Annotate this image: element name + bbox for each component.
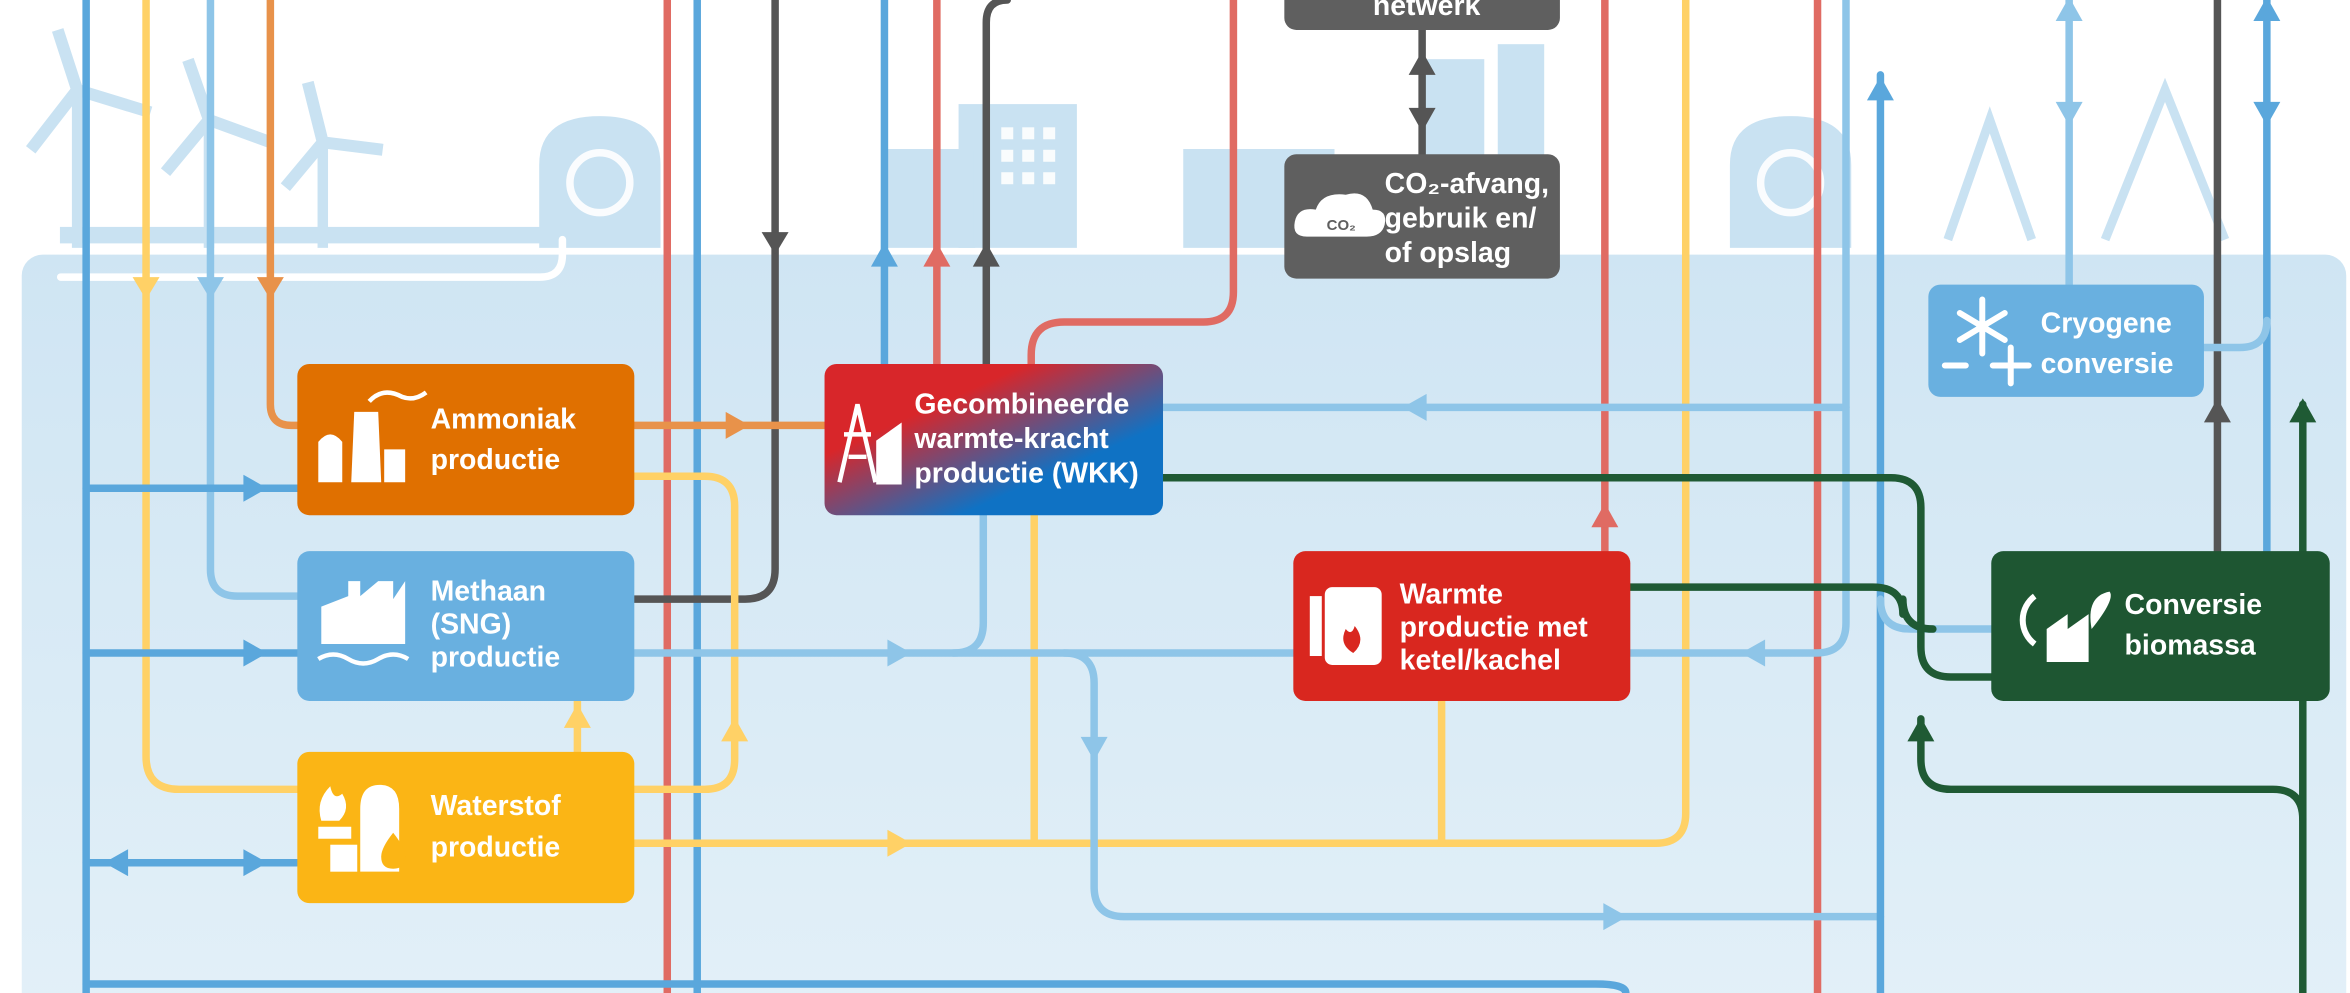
node-label: biomassa bbox=[2125, 630, 2256, 662]
skyline bbox=[31, 30, 2225, 247]
node-label: productie bbox=[431, 444, 561, 476]
icon-label: CO₂ bbox=[1327, 217, 1356, 234]
node-label: Ammoniak bbox=[431, 403, 577, 435]
node-label: (SNG) bbox=[431, 609, 512, 641]
node-label: Cryogene bbox=[2041, 308, 2172, 340]
page: {"nodes": [ {"lines": ["netwerk"]}, {"li… bbox=[0, 0, 2350, 993]
node-label: of opslag bbox=[1385, 237, 1511, 269]
ammonia-box bbox=[297, 364, 634, 515]
node-label: ketel/kachel bbox=[1400, 645, 1561, 677]
node-label: conversie bbox=[2041, 348, 2174, 380]
node-label: productie met bbox=[1400, 612, 1589, 644]
node-label: productie (WKK) bbox=[914, 457, 1138, 489]
node-label: Methaan bbox=[431, 576, 546, 608]
node-label: gebruik en/ bbox=[1385, 203, 1537, 235]
biomass-box bbox=[1991, 551, 2329, 701]
node-label: Waterstof bbox=[431, 790, 562, 822]
node-label: warmte-kracht bbox=[913, 423, 1109, 455]
node-label: netwerk bbox=[1373, 0, 1481, 22]
node-label: productie bbox=[431, 832, 561, 864]
node-label: Warmte bbox=[1400, 579, 1503, 611]
cryogenic-box bbox=[1928, 285, 2204, 397]
node-label: Gecombineerde bbox=[914, 388, 1129, 420]
node-label: Conversie bbox=[2125, 589, 2263, 621]
node-label: productie bbox=[431, 642, 561, 674]
energy-flow-diagram: netwerk CO₂ CO₂-afvang, gebruik en/ of o… bbox=[0, 0, 2350, 993]
boiler-icon bbox=[1310, 587, 1382, 665]
node-label: CO₂-afvang, bbox=[1385, 168, 1549, 200]
hydrogen-icon bbox=[318, 785, 405, 872]
